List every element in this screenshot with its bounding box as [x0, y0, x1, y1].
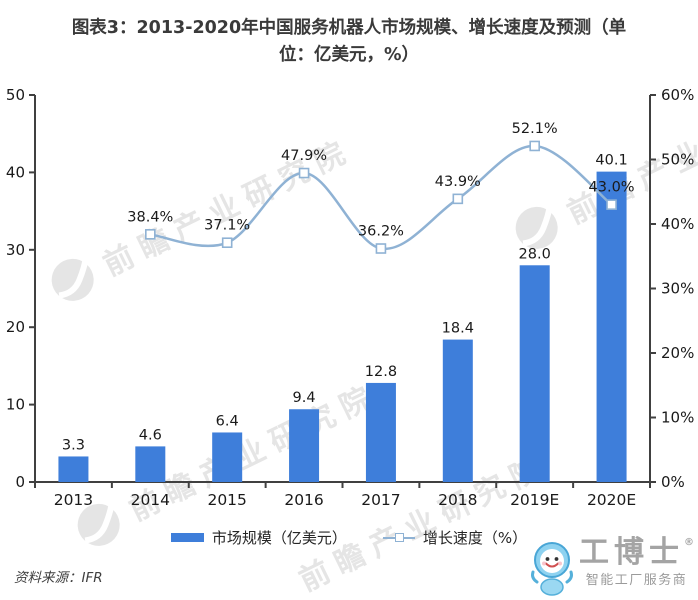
- right-axis-tick-label: 30%: [661, 280, 694, 298]
- bar-value-label: 3.3: [62, 437, 85, 453]
- chart-title: 图表3：2013-2020年中国服务机器人市场规模、增长速度及预测（单位：亿美元…: [71, 18, 627, 66]
- line-marker-icon: [529, 140, 540, 152]
- line-marker-icon: [298, 167, 310, 179]
- line-value-label: 43.9%: [435, 174, 481, 190]
- legend-line-label: 增长速度（%）: [422, 529, 528, 547]
- left-axis-tick-label: 30: [6, 241, 25, 259]
- mascot-icon: [531, 542, 573, 596]
- line-marker-icon: [452, 193, 464, 205]
- line-marker-icon: [221, 237, 233, 249]
- brand-tagline: 智能工厂服务商: [585, 573, 688, 588]
- bar-2015: [212, 432, 243, 482]
- right-axis-tick-label: 50%: [661, 151, 694, 169]
- bar-2019E: [519, 265, 550, 482]
- line-value-label: 47.9%: [281, 148, 327, 164]
- line-marker-icon: [145, 229, 156, 240]
- right-axis-tick-label: 20%: [661, 344, 694, 362]
- line-value-label: 52.1%: [512, 121, 558, 137]
- left-axis-tick-label: 50: [6, 86, 25, 104]
- left-axis-tick-label: 40: [6, 163, 25, 181]
- x-axis-category-label: 2014: [131, 491, 170, 509]
- legend-item-growth-rate: 增长速度（%）: [382, 527, 528, 548]
- right-axis-tick-label: 0%: [661, 473, 685, 491]
- bar-2013: [58, 456, 89, 482]
- bar-2016: [289, 409, 320, 482]
- x-axis-category-label: 2013: [54, 491, 93, 509]
- x-axis-category-label: 2017: [361, 491, 400, 509]
- x-axis-category-label: 2019E: [510, 491, 559, 509]
- line-value-label: 36.2%: [358, 224, 404, 240]
- bar-value-label: 28.0: [519, 246, 551, 262]
- line-value-label: 38.4%: [127, 209, 173, 225]
- line-value-label: 43.0%: [589, 180, 635, 196]
- x-axis-category-label: 2020E: [587, 491, 636, 509]
- bar-value-label: 40.1: [595, 153, 627, 169]
- bar-2018: [442, 339, 473, 482]
- bar-2017: [365, 382, 396, 482]
- right-axis-tick-label: 60%: [661, 86, 694, 104]
- bar-series-swatch-icon: [170, 533, 204, 542]
- bar-value-label: 4.6: [139, 427, 162, 443]
- legend-item-market-size: 市场规模（亿美元）: [170, 527, 347, 548]
- right-axis-tick-label: 40%: [661, 215, 694, 233]
- bar-value-label: 9.4: [293, 390, 316, 406]
- line-value-label: 37.1%: [204, 218, 250, 234]
- chart-legend: 市场规模（亿美元） 增长速度（%）: [0, 527, 698, 548]
- brand-logo: 工博士® 智能工厂服务商: [527, 538, 694, 596]
- bar-2014: [135, 446, 166, 482]
- source-note: 资料来源：IFR: [14, 570, 103, 586]
- bar-2020E: [596, 171, 627, 482]
- bar-value-label: 6.4: [216, 413, 239, 429]
- x-axis-category-label: 2018: [438, 491, 477, 509]
- bar-value-label: 18.4: [442, 321, 474, 337]
- legend-bar-label: 市场规模（亿美元）: [211, 529, 347, 547]
- left-axis-tick-label: 0: [15, 473, 25, 491]
- brand-name: 工博士®: [579, 535, 694, 570]
- line-marker-icon: [375, 243, 387, 254]
- right-axis-tick-label: 10%: [661, 409, 694, 427]
- line-marker-icon: [606, 199, 617, 210]
- left-axis-tick-label: 20: [6, 318, 25, 336]
- line-series-swatch-icon: [382, 533, 415, 542]
- registered-mark: ®: [684, 537, 694, 548]
- x-axis-category-label: 2015: [207, 491, 246, 509]
- x-axis-category-label: 2016: [284, 491, 323, 509]
- bar-value-label: 12.8: [365, 364, 397, 380]
- left-axis-tick-label: 10: [6, 396, 25, 414]
